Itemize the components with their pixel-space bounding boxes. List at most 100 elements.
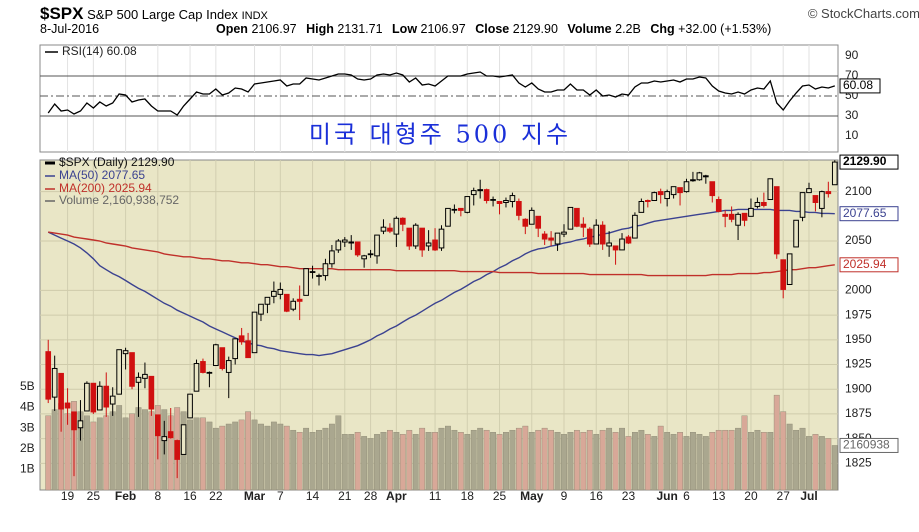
volume-bar (567, 432, 574, 491)
volume-bar (367, 438, 374, 491)
quote-value: 2131.71 (337, 22, 383, 36)
legend-label: MA(200) 2025.94 (59, 181, 152, 195)
volume-bar (554, 432, 561, 491)
candle-body (167, 431, 174, 439)
volume-bar (644, 434, 651, 491)
volume-bar (548, 429, 555, 491)
volume-bar (490, 432, 496, 491)
x-tick-label: 14 (306, 489, 320, 503)
volume-bar (83, 415, 90, 491)
volume-bar (812, 434, 819, 491)
candle-body (71, 411, 77, 431)
volume-bar (593, 434, 600, 491)
volume-bar (612, 432, 619, 491)
quote-value: 2129.90 (512, 22, 558, 36)
candle-body (84, 382, 90, 412)
candle-body (561, 231, 567, 235)
volume-bar (399, 434, 406, 491)
volume-bar (193, 417, 200, 491)
volume-bar (206, 421, 213, 491)
volume-bar (735, 427, 741, 491)
value-tag-box (839, 206, 899, 222)
y-tick-label: 2100 (845, 184, 872, 198)
candle-body (58, 372, 64, 410)
volume-bar (393, 432, 400, 491)
candle-body (574, 207, 580, 227)
candle-body (483, 189, 490, 202)
index-name: S&P 500 Large Cap Index (87, 7, 238, 22)
volume-bar (522, 425, 529, 491)
volume-bar (535, 429, 542, 491)
candle-body (200, 361, 206, 373)
candle-body (458, 207, 464, 211)
volume-bar (831, 445, 838, 491)
x-tick-label: 19 (61, 489, 75, 503)
y-tick-label: 1925 (845, 357, 872, 371)
candle-body (290, 300, 297, 310)
candle-body (225, 360, 232, 373)
volume-bar (690, 432, 696, 491)
volume-bar (786, 423, 793, 491)
volume-bar (709, 432, 716, 491)
candle-body (129, 352, 135, 387)
volume-bar (754, 429, 761, 491)
x-tick-label: 18 (461, 489, 475, 503)
volume-bar (425, 432, 432, 491)
candle-body (612, 245, 619, 251)
value-tag-box (839, 437, 899, 453)
volume-bar (561, 434, 567, 491)
y-tick-label: 2000 (845, 283, 872, 297)
candle-body (419, 227, 425, 251)
candle-body (767, 178, 774, 201)
candle-body (509, 195, 516, 202)
quote-value: 2106.97 (420, 22, 466, 36)
candle-body (135, 376, 142, 383)
quote-line: 8-Jul-2016 Open 2106.97 High 2131.71 Low… (40, 22, 840, 38)
quote-value: 2.2B (615, 22, 641, 36)
rsi-panel (39, 44, 839, 153)
volume-bar (509, 429, 516, 491)
candle-body (387, 227, 393, 232)
volume-bar (799, 427, 806, 491)
candle-body (470, 190, 477, 196)
candle-body (786, 253, 793, 285)
candle-body (761, 201, 767, 206)
volume-bar (200, 417, 206, 491)
candle-body (277, 288, 284, 295)
candle-body (142, 373, 148, 379)
x-tick-label: 25 (493, 489, 507, 503)
candle-body (213, 344, 219, 367)
volume-bar (361, 436, 368, 491)
y-tick-label: 1900 (845, 381, 872, 395)
candle-body (45, 351, 52, 400)
candle-body (354, 241, 361, 256)
quote-label: High (306, 22, 334, 36)
x-tick-label: Jul (800, 489, 817, 503)
volume-bar (96, 417, 103, 491)
candle-body (683, 181, 690, 193)
candle-body (303, 268, 309, 296)
candle-body (554, 232, 561, 245)
y-tick-label: 1950 (845, 332, 872, 346)
volume-bar (251, 419, 258, 491)
x-tick-label: May (520, 489, 544, 503)
volume-bar (657, 425, 664, 491)
value-tag: 2160938 (843, 438, 890, 452)
rsi-line (47, 71, 835, 116)
volume-bar (722, 429, 729, 491)
x-tick-label: 20 (744, 489, 758, 503)
candle-body (657, 191, 664, 196)
candle-body (638, 200, 645, 213)
exchange: INDX (241, 10, 268, 22)
volume-bar (748, 432, 754, 491)
candle-body (64, 402, 71, 409)
volume-bar (677, 432, 683, 491)
volume-bar (232, 421, 239, 491)
candle-body (180, 424, 187, 455)
candle-body (715, 199, 722, 212)
candle-body (316, 275, 322, 277)
candle-body (812, 195, 819, 203)
candle-body (380, 226, 387, 232)
x-tick-label: Jun (656, 489, 677, 503)
